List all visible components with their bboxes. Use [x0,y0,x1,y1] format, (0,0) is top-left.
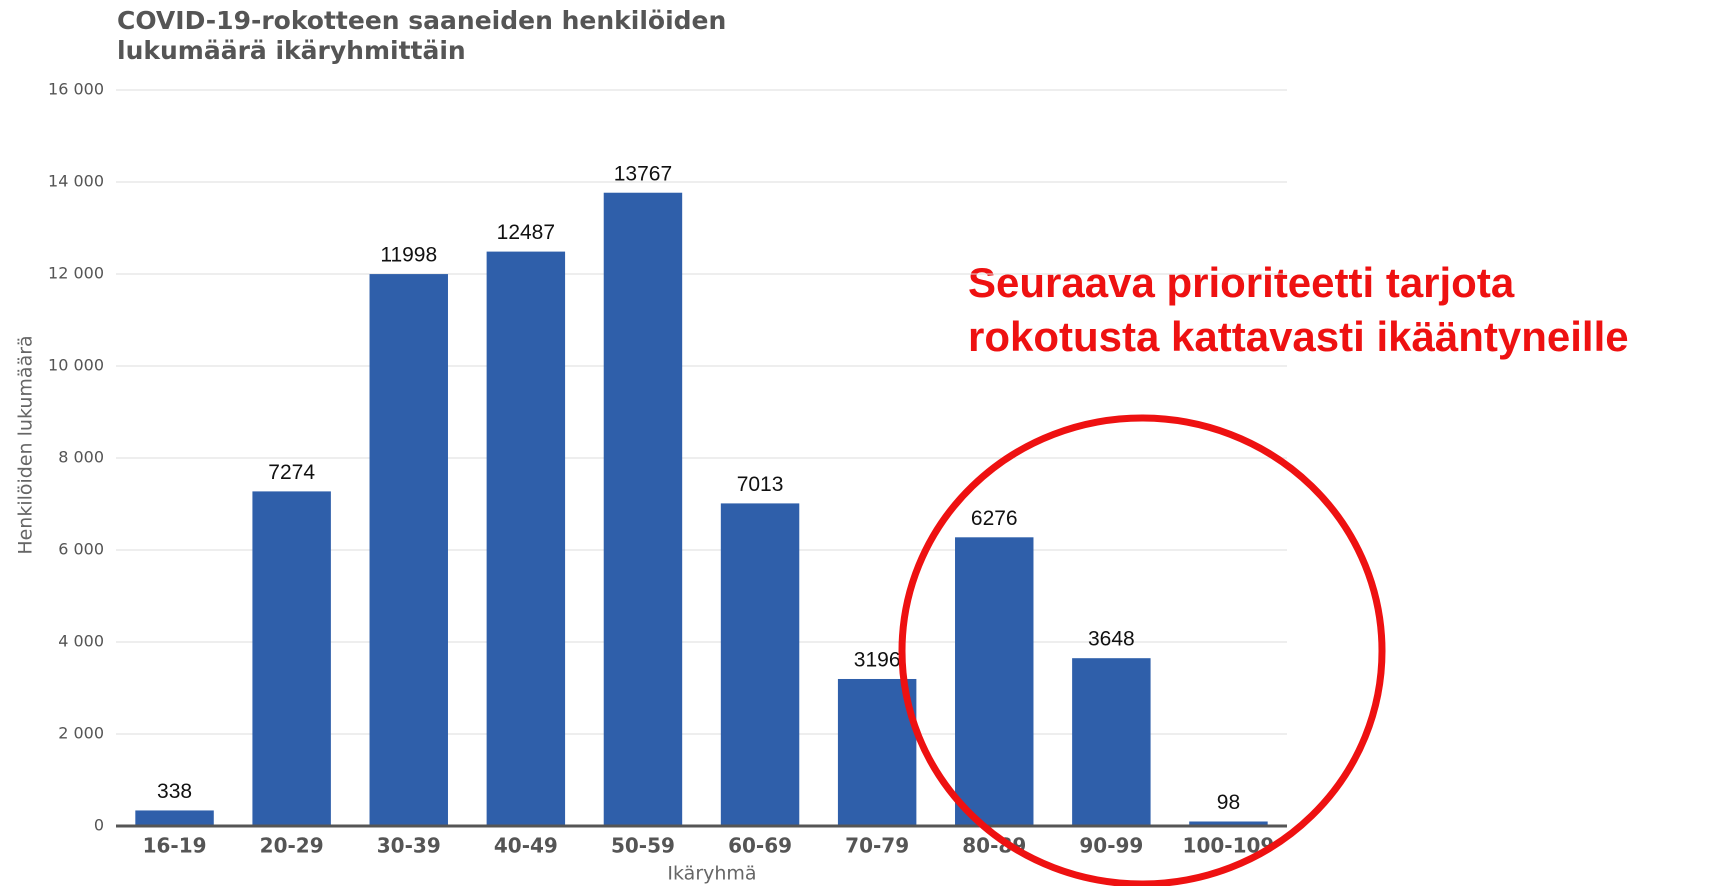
data-label: 12487 [497,221,555,244]
data-label: 11998 [380,244,437,267]
x-tick-label: 16-19 [143,834,207,858]
y-tick-label: 12 000 [48,264,104,283]
annotation: Seuraava prioriteetti tarjota [968,259,1515,306]
highlight-circle [898,414,1386,886]
data-label: 7013 [737,473,784,496]
x-axis-title: Ikäryhmä [667,863,756,885]
y-tick-label: 2 000 [58,724,104,743]
y-tick-label: 8 000 [58,448,104,467]
data-label: 338 [157,780,192,803]
data-label: 7274 [268,461,315,484]
annotation: rokotusta kattavasti ikääntyneille [968,313,1629,360]
x-tick-label: 90-99 [1079,834,1143,858]
x-tick-label: 50-59 [611,834,675,858]
bar [955,537,1034,826]
chart-title: COVID-19-rokotteen saaneiden henkilöiden [117,6,726,35]
data-label: 3196 [854,649,901,672]
y-tick-label: 0 [94,816,104,835]
bar [369,274,448,826]
data-label: 98 [1217,791,1240,814]
chart-title: lukumäärä ikäryhmittäin [117,36,466,65]
bar [1189,821,1268,826]
y-tick-label: 6 000 [58,540,104,559]
x-tick-label: 30-39 [377,834,441,858]
y-tick-label: 14 000 [48,172,104,191]
data-label: 3648 [1088,628,1135,651]
bar [1072,658,1151,826]
bar [603,192,683,826]
x-tick-label: 20-29 [260,834,324,858]
data-label: 13767 [614,162,672,185]
x-tick-label: 60-69 [728,834,792,858]
bar [837,678,917,826]
bar [486,251,566,826]
bar [720,503,800,826]
y-axis-title: Henkilöiden lukumäärä [15,335,37,554]
bar [252,491,331,826]
data-label: 6276 [971,507,1018,530]
x-tick-label: 70-79 [845,834,909,858]
x-tick-label: 40-49 [494,834,558,858]
y-tick-label: 4 000 [58,632,104,651]
y-tick-label: 10 000 [48,356,104,375]
bar [135,810,214,826]
y-tick-label: 16 000 [48,80,104,99]
